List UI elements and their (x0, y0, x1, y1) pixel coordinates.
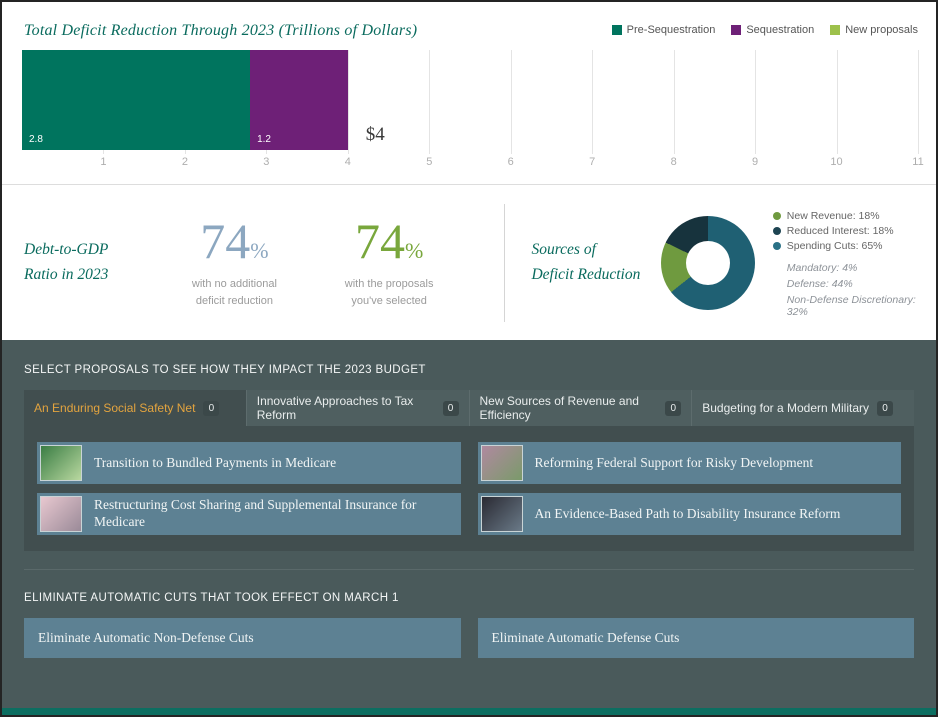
eliminate-cuts-heading: ELIMINATE AUTOMATIC CUTS THAT TOOK EFFEC… (24, 592, 399, 604)
pre-sequestration-swatch (611, 25, 622, 35)
spending-cuts-dot (772, 242, 781, 250)
donut-legend-reduced-interest: Reduced Interest: 18% (772, 225, 936, 237)
axis-tick-label: 10 (830, 156, 843, 168)
bar-pre-sequestration: 2.8 (22, 50, 251, 150)
deficit-reduction-section: Total Deficit Reduction Through 2023 (Tr… (2, 2, 936, 184)
gridline: 11 (912, 50, 924, 168)
proposal-thumbnail (480, 496, 523, 532)
axis-tick-label: 8 (670, 156, 677, 168)
proposal-bundled-payments[interactable]: Transition to Bundled Payments in Medica… (37, 442, 461, 484)
sources-heading: Sources of Deficit Reduction (531, 241, 641, 283)
eliminate-cuts-section: ELIMINATE AUTOMATIC CUTS THAT TOOK EFFEC… (24, 569, 914, 658)
legend-label: Pre-Sequestration (626, 24, 716, 36)
eliminate-buttons-row: Eliminate Automatic Non-Defense Cuts Eli… (24, 618, 914, 658)
legend-item-new-proposals: New proposals (830, 24, 918, 36)
baseline-ratio-value: 74% (200, 213, 269, 269)
debt-stat-baseline: 74% with no additional deficit reduction (161, 216, 308, 309)
proposal-thumbnail (40, 496, 82, 532)
gridline: 4 (345, 50, 351, 168)
tab-count-badge: 0 (665, 400, 682, 416)
axis-tick-label: 3 (263, 156, 270, 168)
gridline: 8 (671, 50, 677, 168)
donut-legend: New Revenue: 18% Reduced Interest: 18% S… (772, 207, 936, 318)
chart-title: Total Deficit Reduction Through 2023 (Tr… (24, 22, 418, 39)
chart-legend: Pre-Sequestration Sequestration New prop… (611, 24, 918, 36)
bar-stack: 2.8 1.2 $4 (22, 50, 918, 150)
axis-tick-label: 4 (344, 156, 351, 168)
baseline-caption: with no additional deficit reduction (191, 278, 277, 307)
gridline: 10 (830, 50, 843, 168)
bar-value-label: 1.2 (257, 134, 271, 145)
axis-tick-label: 7 (589, 156, 596, 168)
stats-section: Debt-to-GDP Ratio in 2023 74% with no ad… (2, 184, 936, 340)
tab-revenue-efficiency[interactable]: New Sources of Revenue and Efficiency 0 (469, 390, 693, 426)
chart-header: Total Deficit Reduction Through 2023 (Tr… (2, 14, 936, 42)
selected-ratio-value: 74% (354, 213, 424, 269)
legend-item-pre-sequestration: Pre-Sequestration (611, 24, 716, 36)
vertical-divider (504, 203, 506, 322)
debt-stat-selected: 74% with the proposals you've selected (316, 216, 463, 309)
legend-label: Sequestration (746, 24, 815, 36)
eliminate-defense-button[interactable]: Eliminate Automatic Defense Cuts (477, 618, 914, 658)
bar-total-label: $4 (365, 124, 385, 145)
sub-legend-non-defense: Non-Defense Discretionary: 32% (786, 294, 916, 318)
proposal-thumbnail (480, 445, 523, 481)
axis-tick-label: 6 (507, 156, 514, 168)
gridline: 6 (508, 50, 514, 168)
tab-tax-reform[interactable]: Innovative Approaches to Tax Reform 0 (246, 390, 470, 426)
proposals-heading: SELECT PROPOSALS TO SEE HOW THEY IMPACT … (24, 364, 426, 376)
proposal-list: Transition to Bundled Payments in Medica… (24, 426, 914, 551)
new-proposals-swatch (830, 25, 841, 35)
selected-caption: with the proposals you've selected (344, 278, 434, 307)
sub-legend-defense: Defense: 44% (786, 278, 853, 290)
tab-count-badge: 0 (203, 400, 220, 416)
gridline: 5 (426, 50, 432, 168)
tab-social-safety-net[interactable]: An Enduring Social Safety Net 0 (24, 390, 247, 426)
sub-legend-mandatory: Mandatory: 4% (786, 262, 858, 274)
donut-chart (660, 215, 755, 310)
reduced-interest-dot (772, 227, 781, 235)
axis-tick-label: 1 (100, 156, 107, 168)
legend-label: New proposals (845, 24, 918, 36)
proposal-tabs: An Enduring Social Safety Net 0 Innovati… (24, 390, 914, 426)
gridline: 7 (589, 50, 595, 168)
gridline: 9 (752, 50, 758, 168)
donut-legend-spending-cuts: Spending Cuts: 65% (772, 240, 936, 252)
tab-count-badge: 0 (442, 400, 459, 416)
axis-tick-label: 5 (426, 156, 433, 168)
sequestration-swatch (731, 25, 742, 35)
proposal-thumbnail (40, 445, 82, 481)
bar-sequestration: 1.2 (250, 50, 348, 150)
proposal-cost-sharing[interactable]: Restructuring Cost Sharing and Supplemen… (37, 493, 461, 535)
tab-count-badge: 0 (877, 400, 893, 416)
axis-tick-label: 11 (912, 156, 924, 168)
proposals-panel: SELECT PROPOSALS TO SEE HOW THEY IMPACT … (2, 340, 936, 715)
proposal-risky-development[interactable]: Reforming Federal Support for Risky Deve… (477, 442, 901, 484)
proposal-disability-reform[interactable]: An Evidence-Based Path to Disability Ins… (477, 493, 901, 535)
donut-legend-new-revenue: New Revenue: 18% (772, 210, 936, 222)
bar-value-label: 2.8 (29, 134, 43, 145)
footer-strip (2, 708, 936, 715)
debt-to-gdp-heading: Debt-to-GDP Ratio in 2023 (24, 241, 109, 283)
axis-tick-label: 9 (752, 156, 759, 168)
new-revenue-dot (772, 212, 781, 220)
axis-tick-label: 2 (181, 156, 188, 168)
legend-item-sequestration: Sequestration (731, 24, 814, 36)
eliminate-non-defense-button[interactable]: Eliminate Automatic Non-Defense Cuts (24, 618, 461, 658)
tab-modern-military[interactable]: Budgeting for a Modern Military 0 (692, 390, 914, 426)
bar-chart: 1 2 3 4 5 6 7 8 9 10 11 2.8 1.2 $4 (22, 50, 924, 184)
